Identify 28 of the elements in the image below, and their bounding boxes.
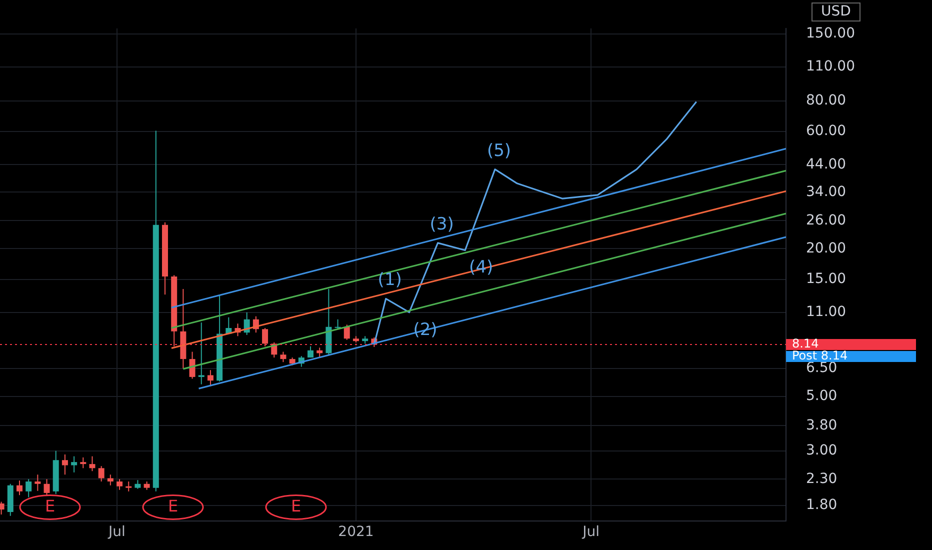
y-tick-label: 26.00 [806, 212, 846, 228]
annotation: (1) [378, 270, 402, 290]
y-tick-label: 3.00 [806, 442, 838, 458]
y-tick-label: 34.00 [806, 184, 846, 200]
annotation: E [290, 496, 302, 516]
y-tick-label: 110.00 [806, 58, 855, 75]
y-tick-label: 20.00 [806, 240, 846, 256]
y-tick-label: 5.00 [806, 388, 838, 404]
y-tick-label: 60.00 [806, 123, 846, 140]
annotation: (5) [486, 140, 512, 161]
x-tick-label: 2021 [338, 524, 374, 540]
annotation: (3) [430, 214, 454, 234]
y-tick-label: 1.80 [806, 496, 838, 513]
x-tick-label: Jul [107, 524, 126, 540]
ref-line-label: 8.14 [792, 336, 819, 351]
y-tick-label: 150.00 [806, 26, 855, 42]
annotation: E [168, 496, 178, 516]
y-tick-label: 15.00 [806, 270, 846, 287]
text: Post 8.14 [792, 348, 848, 363]
y-tick-label: 6.50 [806, 360, 838, 376]
annotation: E [44, 496, 56, 516]
y-tick-label: 3.80 [806, 417, 838, 434]
y-tick-label: 80.00 [806, 92, 846, 109]
x-tick-label: Jul [582, 524, 600, 540]
y-tick-label: 2.30 [806, 470, 838, 487]
y-tick-label: 44.00 [806, 156, 846, 172]
y-tick-label: 11.00 [806, 304, 846, 320]
text: USD [821, 4, 851, 20]
